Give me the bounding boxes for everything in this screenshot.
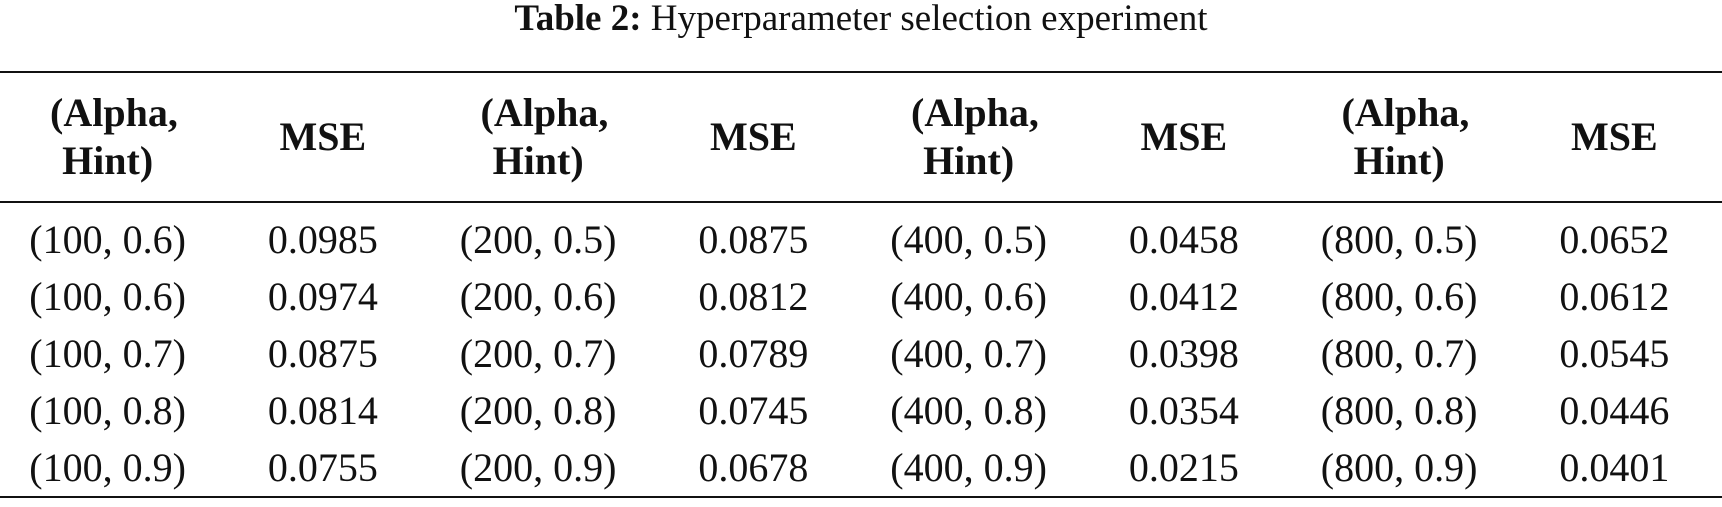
header-row: (Alpha, Hint) MSE (Alpha, Hint) MSE (Alpha, … [0, 72, 1722, 202]
column-header: (Alpha, Hint) [480, 90, 609, 183]
table-cell: 0.0545 [1559, 331, 1670, 376]
table-head: (Alpha, Hint) MSE (Alpha, Hint) MSE (Alpha, … [0, 72, 1722, 202]
table-body: (100, 0.6) 0.0985 (200, 0.5) 0.0875 (400, 0.… [0, 202, 1722, 497]
table-cell: (200, 0.8) [459, 388, 617, 433]
table-cell: (200, 0.7) [459, 331, 617, 376]
column-header: MSE [1571, 114, 1658, 159]
table-cell: (800, 0.9) [1320, 445, 1478, 490]
data-row: (100, 0.6) 0.0974 (200, 0.6) 0.0812 (400, 0.… [0, 268, 1722, 325]
table-cell: (400, 0.7) [890, 331, 1047, 376]
column-header: (Alpha, Hint) [50, 90, 178, 183]
table-cell: (400, 0.8) [890, 388, 1047, 433]
table-cell: (100, 0.7) [29, 331, 186, 376]
table-cell: 0.0446 [1559, 388, 1670, 433]
table-cell: 0.0985 [267, 217, 378, 262]
table-cell: 0.0875 [698, 217, 809, 262]
table-cell: 0.0812 [698, 274, 809, 319]
table-cell: 0.0215 [1128, 445, 1239, 490]
table-cell: 0.0974 [267, 274, 378, 319]
caption-text: Hyperparameter selection experiment [650, 0, 1208, 39]
table-cell: 0.0401 [1559, 445, 1670, 490]
table-cell: 0.0354 [1128, 388, 1239, 433]
table-cell: (200, 0.6) [459, 274, 617, 319]
column-header: MSE [279, 114, 367, 159]
table-cell: (200, 0.5) [459, 217, 617, 262]
table-cell: (200, 0.9) [459, 445, 617, 490]
table-cell: 0.0745 [698, 388, 809, 433]
table-cell: (800, 0.6) [1320, 274, 1478, 319]
table-cell: (800, 0.7) [1320, 331, 1478, 376]
table-cell: 0.0755 [267, 445, 378, 490]
table-cell: (800, 0.5) [1320, 217, 1478, 262]
table-cell: (800, 0.8) [1320, 388, 1478, 433]
column-header: MSE [710, 114, 797, 159]
table-cell: 0.0678 [698, 445, 809, 490]
data-row: (100, 0.8) 0.0814 (200, 0.8) 0.0745 (400, 0.… [0, 382, 1722, 439]
table-cell: 0.0789 [698, 331, 809, 376]
data-row: (100, 0.7) 0.0875 (200, 0.7) 0.0789 (400, 0.… [0, 325, 1722, 382]
table-cell: 0.0814 [267, 388, 378, 433]
column-header: (Alpha, Hint) [911, 90, 1039, 183]
column-header: MSE [1140, 114, 1228, 159]
table-cell: 0.0398 [1128, 331, 1239, 376]
column-header: (Alpha, Hint) [1341, 90, 1470, 183]
data-row: (100, 0.6) 0.0985 (200, 0.5) 0.0875 (400, 0.… [0, 202, 1722, 268]
table-cell: (100, 0.9) [29, 445, 186, 490]
caption-label: Table 2: [514, 0, 642, 39]
table-cell: 0.0458 [1128, 217, 1239, 262]
table-cell: (100, 0.8) [29, 388, 186, 433]
table-cell: 0.0875 [267, 331, 378, 376]
table-cell: (400, 0.9) [890, 445, 1047, 490]
table-caption: Table 2: Hyperparameter selection experi… [0, 0, 1722, 40]
table-cell: (400, 0.6) [890, 274, 1047, 319]
table-cell: (100, 0.6) [29, 274, 186, 319]
table-cell: 0.0612 [1559, 274, 1670, 319]
table-cell: 0.0652 [1559, 217, 1670, 262]
table-cell: (100, 0.6) [29, 217, 186, 262]
results-table: (Alpha, Hint) MSE (Alpha, Hint) MSE (Alpha, … [0, 71, 1722, 498]
table-cell: (400, 0.5) [890, 217, 1047, 262]
table-cell: 0.0412 [1128, 274, 1239, 319]
data-row: (100, 0.9) 0.0755 (200, 0.9) 0.0678 (400, 0.… [0, 439, 1722, 497]
